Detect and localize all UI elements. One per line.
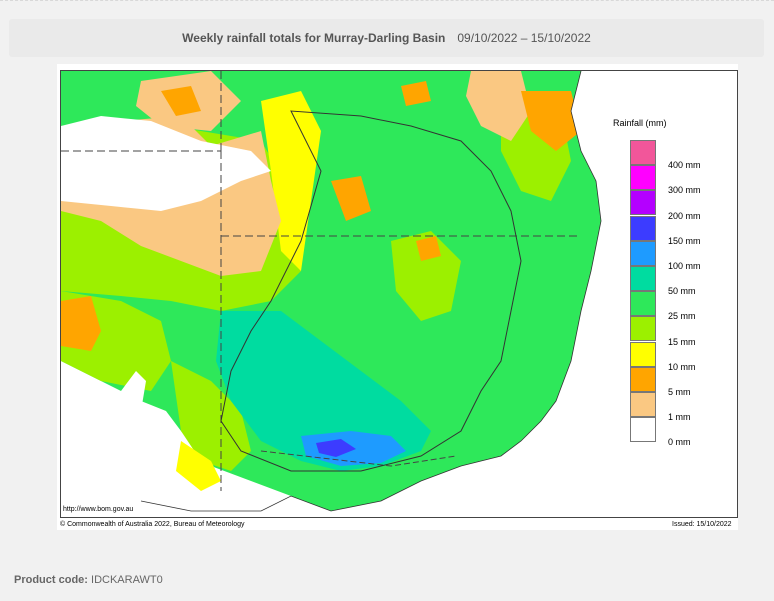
page-title: Weekly rainfall totals for Murray-Darlin… bbox=[182, 31, 446, 45]
legend-swatch bbox=[630, 140, 656, 165]
product-code-value: IDCKARAWT0 bbox=[91, 574, 163, 586]
legend-label: 5 mm bbox=[668, 387, 691, 397]
legend-swatch bbox=[630, 417, 656, 443]
date-range: 09/10/2022 – 15/10/2022 bbox=[457, 31, 591, 45]
legend-label: 15 mm bbox=[668, 336, 696, 347]
rainfall-map-graphic bbox=[61, 71, 737, 517]
legend-label: 25 mm bbox=[668, 311, 696, 322]
legend-label: 100 mm bbox=[668, 261, 701, 271]
legend-label: 400 mm bbox=[668, 160, 701, 171]
legend-swatch bbox=[630, 165, 656, 191]
legend-swatch bbox=[630, 240, 656, 266]
legend-swatch bbox=[630, 190, 656, 216]
legend-label: 1 mm bbox=[668, 412, 691, 423]
product-code: Product code: IDCKARAWT0 bbox=[14, 574, 163, 586]
top-divider bbox=[0, 0, 774, 13]
legend-swatch bbox=[630, 392, 656, 417]
legend-swatch bbox=[630, 316, 656, 342]
product-code-label: Product code: bbox=[14, 574, 88, 586]
legend-swatch bbox=[630, 215, 656, 241]
legend-label: 200 mm bbox=[668, 210, 701, 221]
legend-label: 0 mm bbox=[668, 437, 691, 448]
legend-title: Rainfall (mm) bbox=[613, 118, 667, 128]
issued-date: Issued: 15/10/2022 bbox=[672, 521, 732, 528]
copyright-notice: © Commonwealth of Australia 2022, Bureau… bbox=[60, 521, 245, 528]
page-title-bar: Weekly rainfall totals for Murray-Darlin… bbox=[9, 19, 764, 57]
legend-swatch bbox=[630, 366, 656, 392]
rainfall-map bbox=[60, 70, 738, 518]
legend-label: 150 mm bbox=[668, 235, 701, 246]
legend-swatch bbox=[630, 291, 656, 317]
legend-label: 10 mm bbox=[668, 361, 696, 372]
legend-label: 300 mm bbox=[668, 185, 701, 196]
source-url: http://www.bom.gov.au bbox=[63, 506, 134, 513]
legend-swatch bbox=[630, 266, 656, 291]
legend-label: 50 mm bbox=[668, 286, 696, 297]
legend-swatch bbox=[630, 341, 656, 367]
